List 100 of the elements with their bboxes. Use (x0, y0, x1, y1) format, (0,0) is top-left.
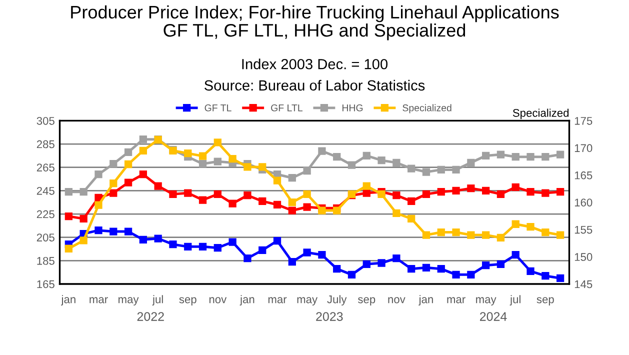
point (258, 246, 266, 254)
point (288, 206, 296, 214)
point (422, 190, 430, 198)
point (408, 265, 416, 273)
point (258, 163, 266, 171)
point (303, 203, 311, 211)
point (318, 147, 326, 155)
point (214, 138, 222, 146)
point (80, 236, 88, 244)
x-tick-label: July (327, 295, 347, 306)
point (214, 190, 222, 198)
point (318, 251, 326, 259)
point (556, 150, 564, 158)
point (169, 190, 177, 198)
y2-tick-label: 170 (574, 144, 592, 152)
point (198, 160, 207, 168)
y2-tick-label: 165 (574, 171, 592, 180)
point (110, 160, 118, 168)
y2-axis-title: Specialized (512, 108, 569, 120)
point (526, 223, 534, 231)
point (303, 167, 311, 175)
point (362, 189, 370, 197)
x-tick-label: mar (268, 297, 287, 304)
text: 2023 (316, 312, 343, 321)
point (154, 182, 162, 190)
point (467, 231, 475, 239)
point (333, 153, 341, 161)
point (124, 148, 132, 156)
point (482, 231, 490, 239)
point (437, 166, 445, 174)
point (273, 237, 282, 245)
point (124, 160, 132, 168)
point (422, 231, 430, 239)
point (110, 179, 118, 188)
point (526, 153, 534, 161)
point (139, 136, 148, 144)
point (542, 228, 550, 236)
point (333, 206, 341, 214)
legend-label: Specialized (402, 104, 452, 114)
x-tick-label: nov (388, 297, 406, 304)
x-tick-label: jan (418, 295, 433, 306)
point (288, 198, 296, 206)
point (303, 190, 311, 198)
x-tick-label: may (297, 297, 318, 306)
y2-tick-label: 175 (574, 117, 592, 125)
point (392, 254, 400, 262)
point (64, 212, 73, 220)
point (198, 196, 207, 204)
point (452, 166, 460, 174)
y2-tick-label: 150 (574, 253, 592, 261)
point (437, 265, 445, 273)
point (408, 214, 416, 223)
point (139, 146, 148, 154)
point (139, 236, 148, 244)
legend-label: GF LTL (271, 104, 302, 112)
point (80, 214, 88, 223)
point (467, 184, 475, 192)
x-tick-label: jul (152, 295, 163, 306)
x-tick-label: may (476, 297, 496, 306)
point (348, 161, 356, 169)
point (110, 228, 118, 236)
point (512, 220, 520, 228)
point (378, 156, 386, 164)
x-tick-label: jul (510, 295, 520, 306)
x-tick-label: sep (179, 297, 196, 306)
point (496, 150, 505, 158)
point (258, 197, 266, 206)
point (169, 240, 177, 248)
point (556, 231, 564, 239)
point (482, 152, 490, 160)
point (318, 206, 326, 214)
point (244, 254, 252, 262)
point (333, 265, 341, 273)
point (392, 192, 400, 200)
y-tick-label: 205 (36, 234, 54, 242)
y-tick-label: 165 (37, 280, 54, 288)
point (392, 209, 400, 218)
point (467, 270, 475, 278)
point (94, 194, 102, 202)
point (214, 244, 222, 252)
x-tick-label: sep (536, 297, 554, 306)
point (422, 168, 430, 176)
point (124, 228, 132, 236)
point (408, 164, 416, 172)
point (80, 188, 88, 196)
y2-tick-label: 155 (574, 226, 592, 234)
point (556, 188, 564, 196)
point (362, 152, 370, 160)
x-tick-label: nov (209, 297, 227, 304)
y2-tick-label: 145 (574, 280, 592, 288)
x-tick-label: sep (358, 297, 376, 306)
point (64, 244, 73, 252)
text: 2024 (480, 312, 507, 321)
point (512, 183, 520, 192)
point (542, 153, 550, 161)
point (228, 238, 236, 246)
point (110, 189, 118, 197)
point (542, 189, 550, 197)
point (496, 260, 505, 268)
point (437, 228, 445, 236)
